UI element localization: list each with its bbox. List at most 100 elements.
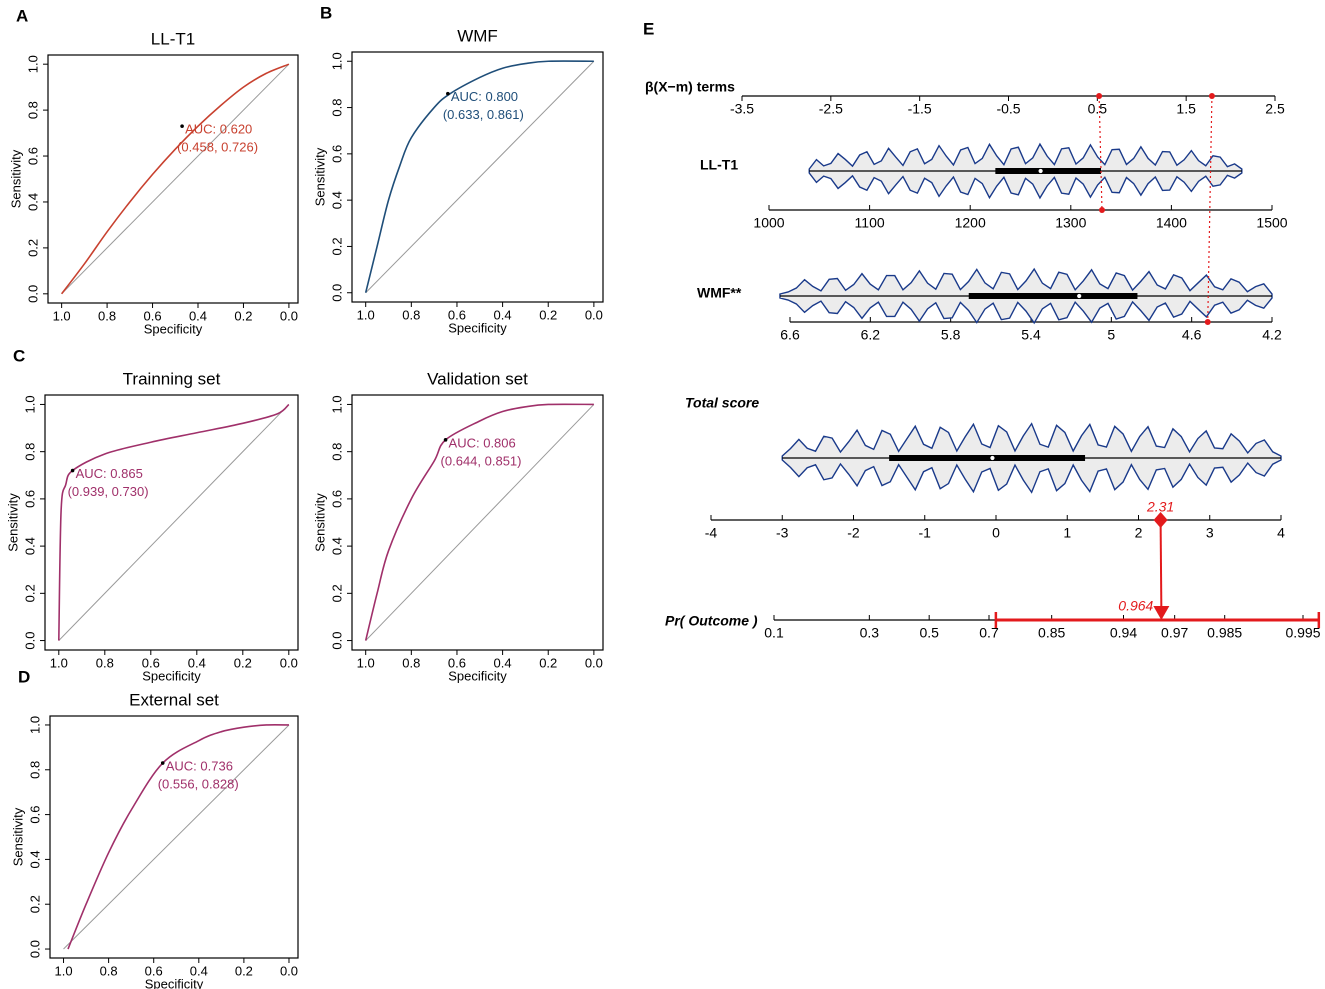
beta-point [1096,93,1103,99]
panel-label: D [18,667,30,686]
x-tick-label: 1.0 [357,307,375,322]
x-tick-label: 0.8 [402,307,420,322]
ci-label: (0.458, 0.726) [177,140,258,155]
ci-label: (0.633, 0.861) [443,107,524,122]
x-tick-label: 0.2 [539,655,557,670]
x-tick-label: 1.0 [50,655,68,670]
axis-tick-label: 5.8 [941,327,961,343]
axis-tick-label: -1 [919,525,932,541]
y-tick-label: 0.2 [329,237,344,255]
axis-tick-label: 4.2 [1262,327,1282,343]
axis-tick-label: 6.2 [861,327,881,343]
reference-line [61,63,290,295]
median [1076,293,1083,299]
box [889,455,1086,461]
axis-tick-label: 0.94 [1110,625,1137,641]
auc-label: AUC: 0.736 [166,758,233,773]
x-tick-label: 0.8 [96,655,114,670]
box [995,168,1101,174]
variable-point [1204,319,1211,325]
x-axis-label: Specificity [144,321,203,336]
y-tick-label: 0.4 [329,537,344,555]
y-axis-label: Sensitivity [8,149,23,208]
ci-label: (0.556, 0.828) [158,776,239,791]
y-tick-label: 0.0 [25,285,40,303]
x-tick-label: 1.0 [53,308,71,323]
y-axis-label: Sensitivity [10,807,25,866]
axis-tick-label: 6.6 [780,327,800,343]
y-tick-label: 0.4 [27,850,42,868]
x-tick-label: 0.2 [234,308,252,323]
roc-curve [58,403,290,641]
chart-title: Validation set [427,369,528,388]
x-axis-label: Specificity [448,668,507,683]
threshold-point [160,761,165,765]
probability-point [1153,606,1170,620]
y-tick-label: 0.6 [329,145,344,163]
y-tick-label: 0.6 [22,490,37,508]
threshold-point [446,91,450,96]
chart-title: LL-T1 [151,29,195,48]
plot-frame [49,715,299,959]
y-axis-label: Sensitivity [312,147,327,206]
x-tick-label: 1.0 [357,655,375,670]
axis-tick-label: 1.5 [1176,101,1196,117]
y-tick-label: 0.4 [329,191,344,209]
probability-label: 0.964 [1118,598,1153,614]
x-tick-label: 0.6 [448,307,466,322]
plot-frame [351,394,604,651]
x-tick-label: 0.8 [402,655,420,670]
axis-tick-label: 3 [1206,525,1214,541]
panel-label: E [643,19,654,38]
panel-label: A [16,6,28,25]
plot-frame [47,54,299,304]
axis-tick-label: 4 [1277,525,1285,541]
axis-tick-label: -1.5 [908,101,932,117]
axis-tick-label: 0.995 [1285,625,1320,641]
score-arrow [1159,519,1163,609]
y-tick-label: 0.2 [22,584,37,602]
x-tick-label: 0.4 [494,307,512,322]
x-tick-label: 0.6 [144,308,162,323]
x-tick-label: 0.4 [188,655,206,670]
y-tick-label: 0.6 [27,806,42,824]
x-tick-label: 0.2 [539,307,557,322]
roc-curve [60,63,290,295]
axis-tick-label: 2 [1135,525,1143,541]
threshold-point [180,124,184,128]
y-tick-label: 1.0 [27,716,42,734]
panel-label: C [13,346,25,365]
y-tick-label: 0.4 [22,537,37,555]
y-tick-label: 0.2 [25,239,40,257]
axis-tick-label: 1400 [1156,215,1187,231]
x-tick-label: 0.4 [494,655,512,670]
axis-tick-label: 5 [1107,327,1115,343]
axis-tick-label: 0.97 [1161,625,1188,641]
axis-tick-label: -3.5 [730,101,754,117]
reference-line [365,60,595,294]
y-tick-label: 0.2 [329,584,344,602]
box [968,293,1138,299]
auc-label: AUC: 0.806 [449,435,516,450]
axis-tick-label: 1100 [855,215,885,231]
y-tick-label: 0.8 [329,99,344,117]
y-tick-label: 0.8 [27,761,42,779]
x-tick-label: 1.0 [54,963,72,978]
variable-point [1098,207,1105,213]
y-tick-label: 0.0 [329,284,344,302]
x-tick-label: 0.8 [100,963,118,978]
y-tick-label: 0.2 [27,895,42,913]
plot-frame [44,394,299,651]
auc-label: AUC: 0.620 [185,122,252,137]
axis-tick-label: 5.4 [1021,327,1041,343]
axis-tick-label: 0.5 [919,625,939,641]
axis-tick-label: -2 [847,525,860,541]
axis-label: LL-T1 [700,157,738,173]
median [989,455,996,461]
auc-label: AUC: 0.865 [76,466,143,481]
axis-tick-label: -0.5 [996,101,1020,117]
axis-tick-label: -2.5 [819,101,843,117]
y-axis-label: Sensitivity [312,493,327,552]
ci-label: (0.644, 0.851) [441,453,522,468]
